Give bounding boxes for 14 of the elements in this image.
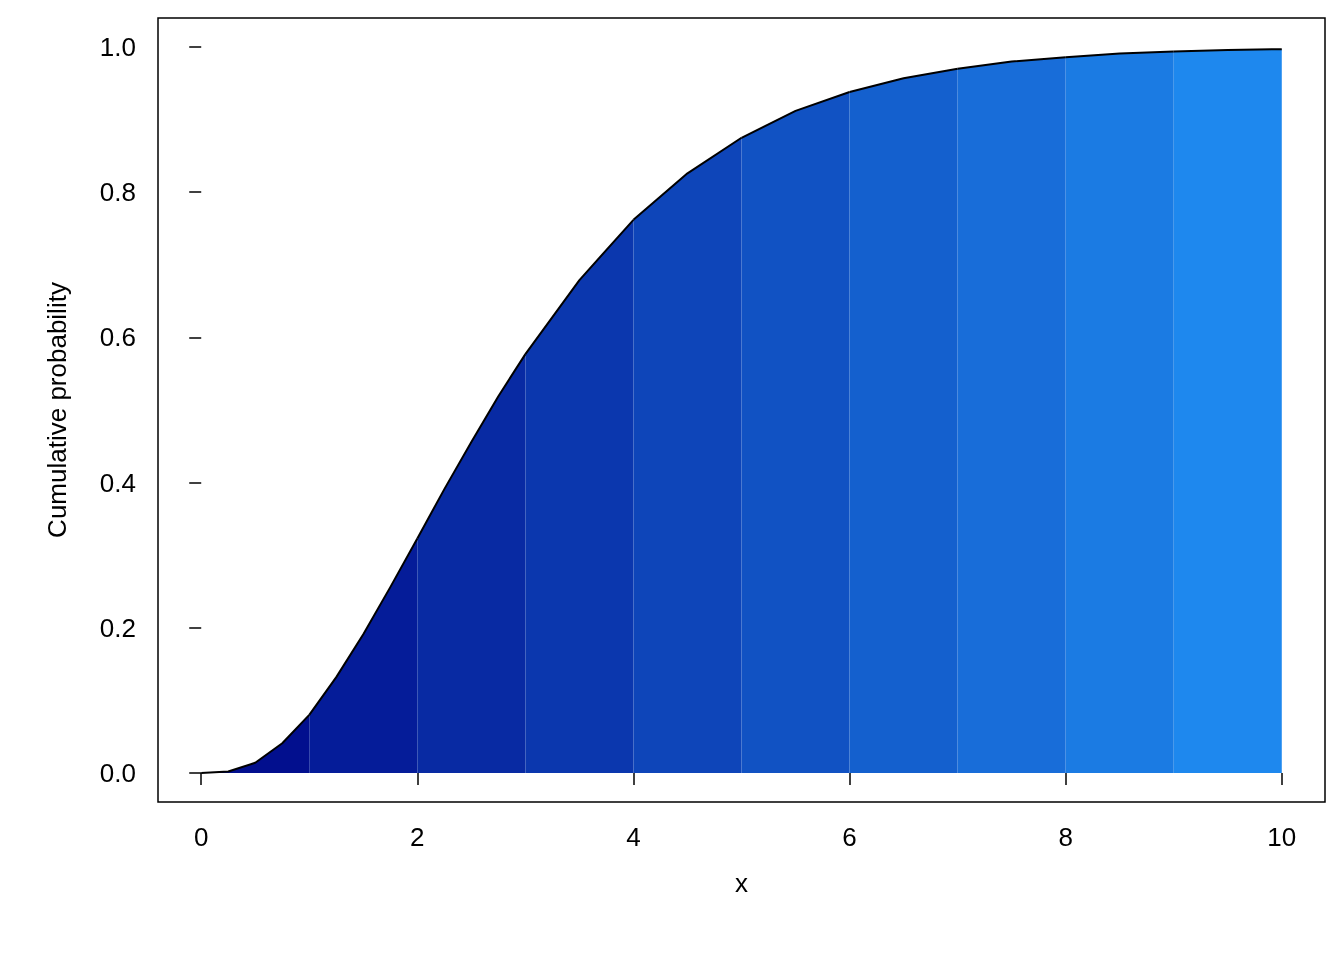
x-tick-label: 2 xyxy=(410,822,425,852)
x-tick-label: 0 xyxy=(193,822,209,852)
y-tick-label: 0.6 xyxy=(99,322,136,353)
x-tick-label: 8 xyxy=(1058,822,1073,852)
x-tick-label: 10 xyxy=(1267,822,1297,852)
y-tick-label: 0.4 xyxy=(99,467,136,498)
y-tick-label: 0.0 xyxy=(99,757,136,788)
y-axis-title: Cumulative probability xyxy=(42,282,72,538)
y-tick-label: 0.8 xyxy=(99,177,136,208)
x-tick-label: 4 xyxy=(626,822,641,852)
x-tick-label: 6 xyxy=(842,822,857,852)
y-tick-label: 0.2 xyxy=(99,612,136,643)
x-axis-title: x xyxy=(735,868,748,898)
y-tick-label: 1.0 xyxy=(99,32,136,63)
